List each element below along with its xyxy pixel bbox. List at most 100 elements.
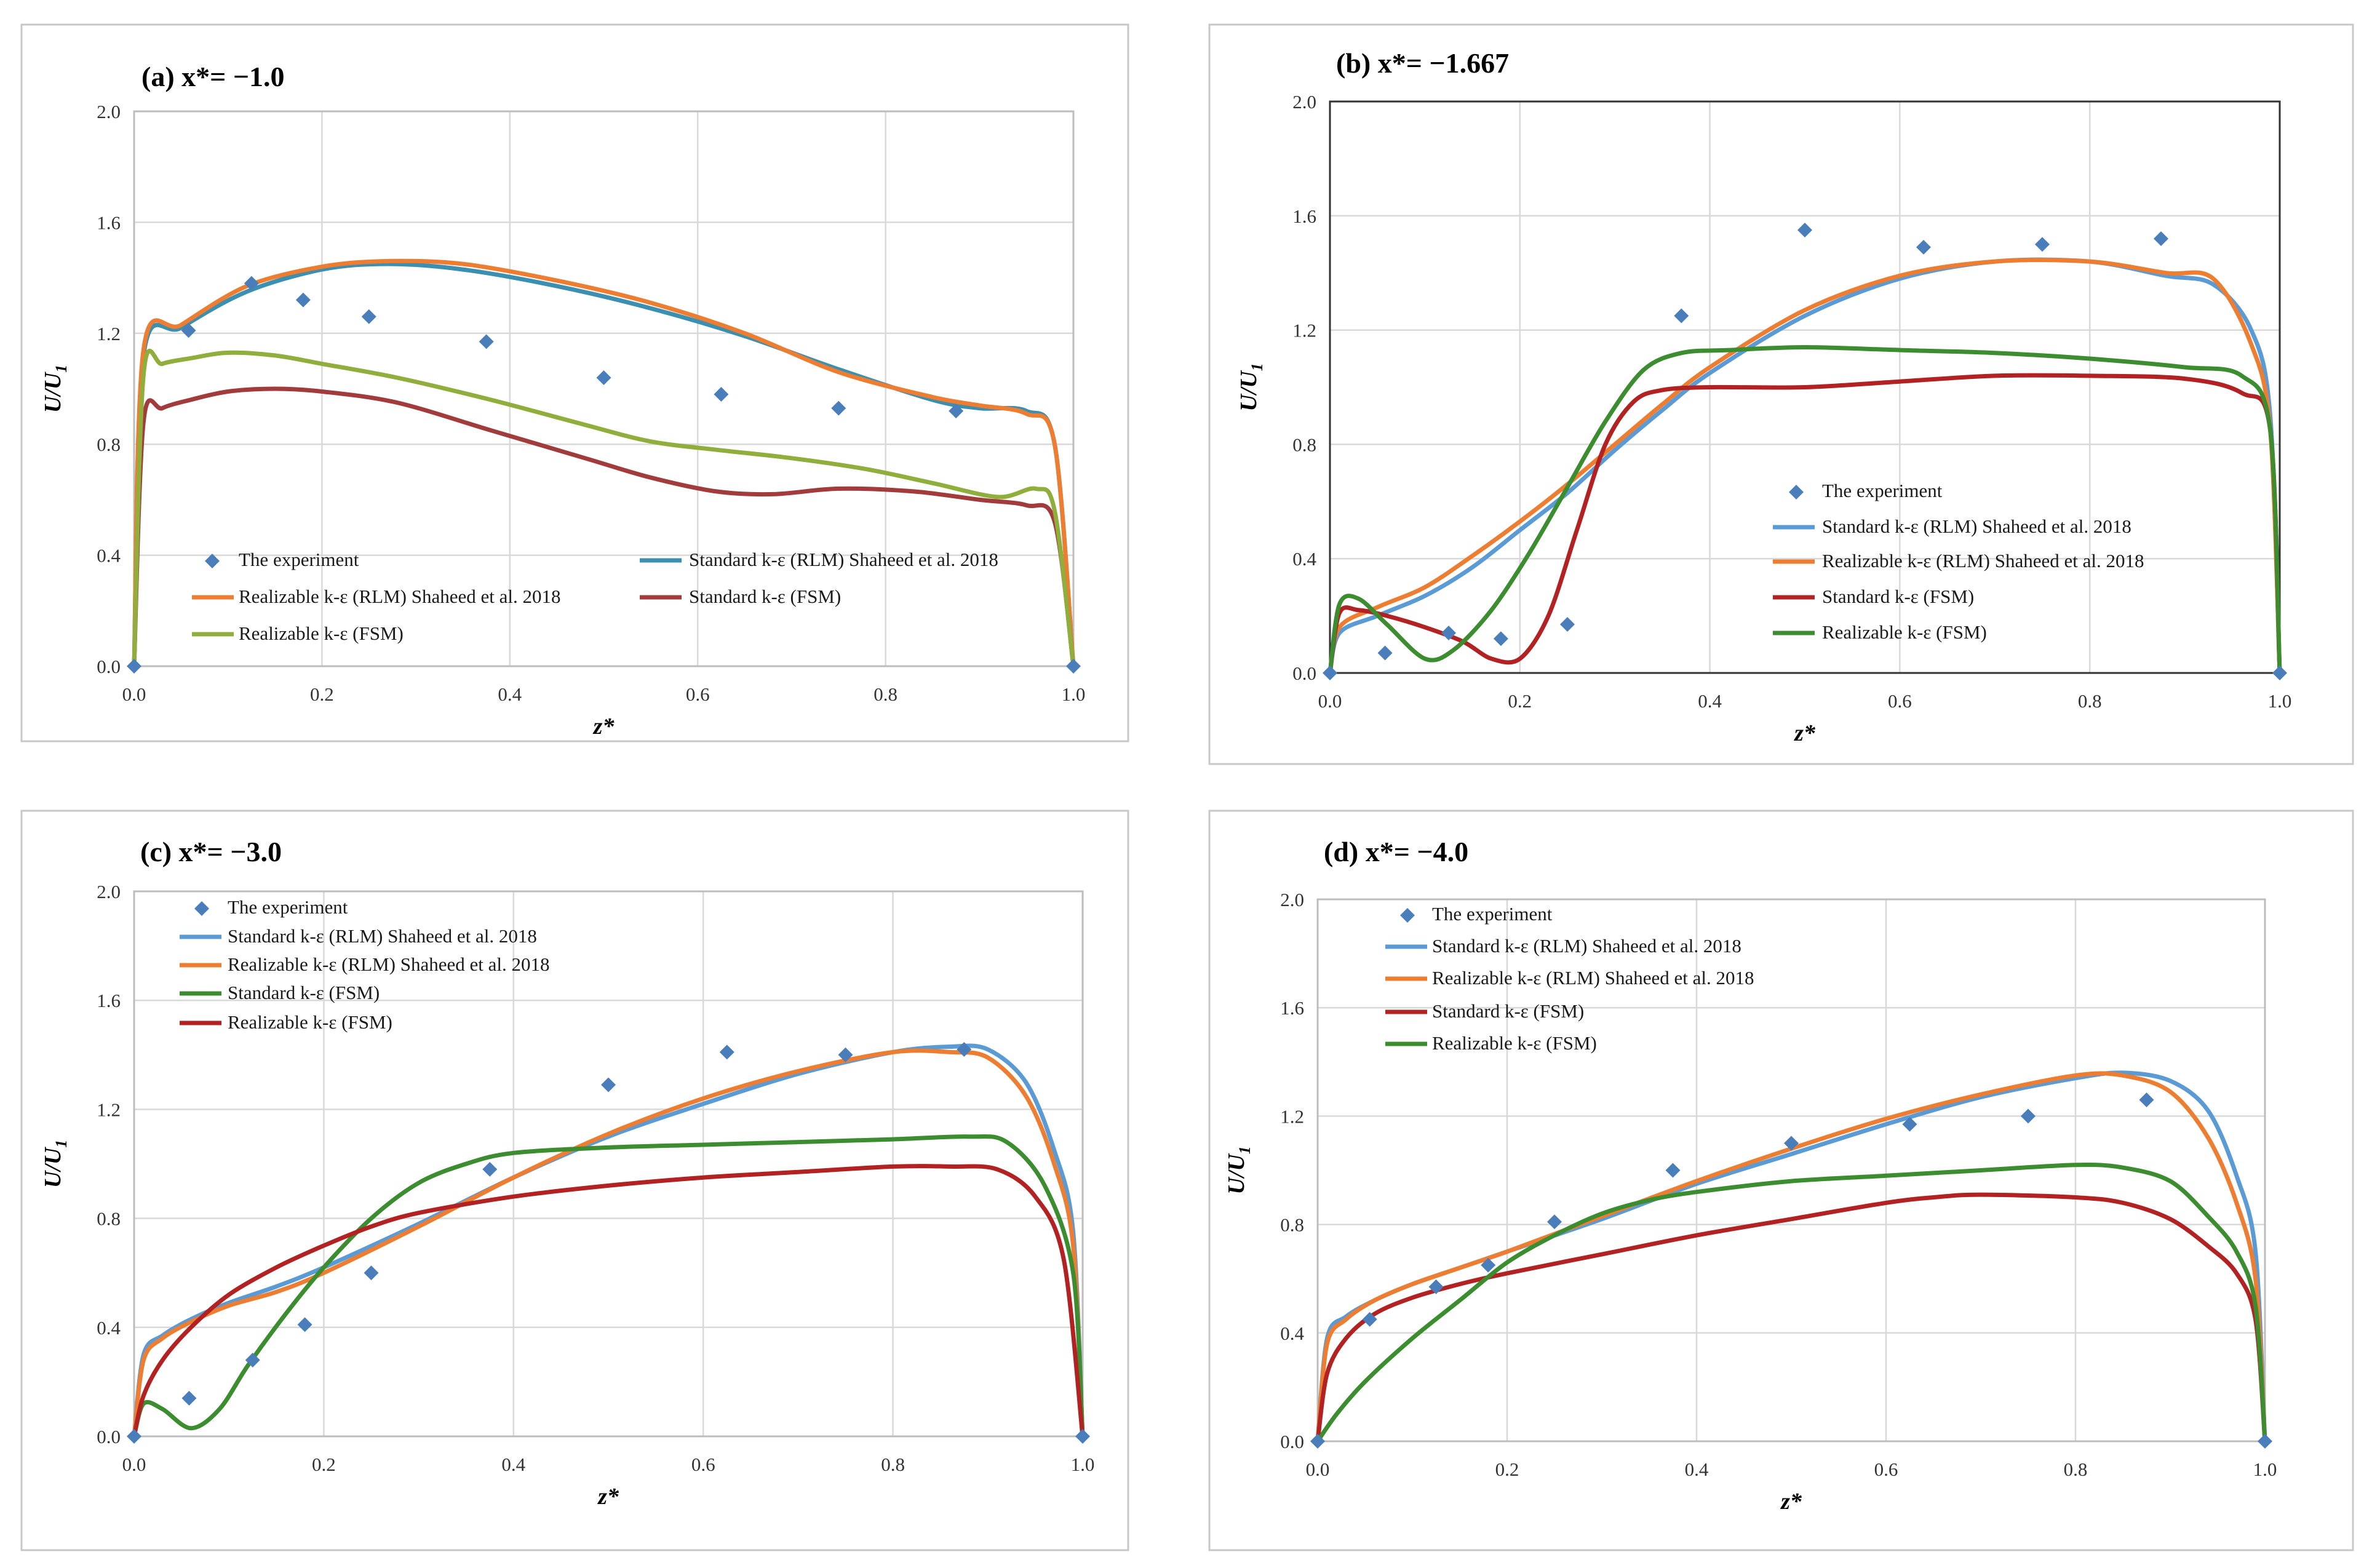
experiment-point <box>1441 625 1456 640</box>
series-line-green <box>1327 345 2282 675</box>
chart-panel-a: 0.0 0.2 0.4 0.6 0.8 1.0 0.0 0.4 0.8 1.2 1.6 2.0 (a) … <box>20 23 1129 742</box>
legend-marker-experiment <box>205 554 220 568</box>
y-tick-label: 0.4 <box>1292 548 1316 570</box>
chart-frame <box>20 23 1129 742</box>
legend-entry: Realizable k-ε (FSM) <box>1385 1032 1597 1054</box>
experiment-point <box>601 1077 616 1092</box>
experiment-point <box>1493 631 1508 647</box>
series-line-green <box>132 1134 1085 1439</box>
experiment-point <box>1674 308 1689 324</box>
x-tick-label: 0.6 <box>691 1454 715 1475</box>
legend-label: Realizable k-ε (FSM) <box>228 1011 392 1033</box>
x-tick-label: 0.0 <box>1306 1459 1330 1480</box>
legend-entry: Standard k-ε (RLM) Shaheed et al. 2018 <box>1773 515 2131 537</box>
y-axis-label: U/U1 <box>40 1140 70 1188</box>
x-tick-label: 0.4 <box>1698 690 1722 712</box>
legend-label: Standard k-ε (RLM) Shaheed et al. 2018 <box>689 549 998 570</box>
legend-entry: Realizable k-ε (FSM) <box>192 623 404 644</box>
legend-label: The experiment <box>1822 480 1943 501</box>
series-line-real-rlm <box>132 1048 1085 1439</box>
y-tick-label: 1.2 <box>1292 320 1316 341</box>
series-line-green <box>1315 1162 2267 1444</box>
legend-marker-experiment <box>194 901 209 916</box>
x-tick-label: 0.4 <box>498 683 522 705</box>
legend-entry: Standard k-ε (RLM) Shaheed et al. 2018 <box>640 549 998 570</box>
y-tick-label: 1.6 <box>1292 205 1316 227</box>
x-tick-label: 0.6 <box>1888 690 1912 712</box>
legend-label: Realizable k-ε (RLM) Shaheed et al. 2018 <box>1822 550 2144 571</box>
experiment-point <box>1428 1279 1444 1294</box>
legend-entry: Realizable k-ε (RLM) Shaheed et al. 2018 <box>1385 967 1754 989</box>
y-axis-label: U/U1 <box>1236 363 1266 411</box>
y-tick-label: 1.2 <box>1280 1105 1304 1127</box>
experiment-point <box>957 1041 972 1057</box>
experiment-point <box>2035 237 2050 252</box>
legend-entry: The experiment <box>1789 480 1943 501</box>
y-tick-label: 0.0 <box>97 1426 121 1447</box>
x-tick-label: 1.0 <box>2268 690 2292 712</box>
legend-entry: Realizable k-ε (RLM) Shaheed et al. 2018 <box>1773 550 2144 571</box>
legend-label: Standard k-ε (RLM) Shaheed et al. 2018 <box>1432 935 1741 957</box>
x-tick-label: 1.0 <box>2253 1459 2277 1480</box>
y-tick-label: 1.6 <box>97 990 121 1011</box>
plot-area-border <box>133 110 1075 667</box>
x-tick-label: 0.4 <box>1685 1459 1709 1480</box>
experiment-point <box>127 1429 141 1444</box>
y-axis-label-subscript: 1 <box>52 365 70 373</box>
legend-label: Standard k-ε (FSM) <box>689 586 841 607</box>
legend-entry: Realizable k-ε (FSM) <box>180 1011 392 1033</box>
legend-entry: Standard k-ε (FSM) <box>1773 586 1974 607</box>
legend-marker-experiment <box>1400 908 1415 923</box>
chart-frame <box>1208 23 2354 765</box>
experiment-point <box>1665 1163 1681 1178</box>
series-line-red <box>132 386 1076 669</box>
legend-label: Standard k-ε (RLM) Shaheed et al. 2018 <box>1822 515 2131 537</box>
experiment-point <box>181 1390 197 1406</box>
x-tick-label: 1.0 <box>1071 1454 1095 1475</box>
experiment-point <box>482 1161 498 1177</box>
legend-entry: The experiment <box>194 896 348 918</box>
experiment-point <box>719 1045 734 1060</box>
experiment-point <box>949 404 964 419</box>
legend-label: Standard k-ε (FSM) <box>228 982 380 1003</box>
legend-label: Realizable k-ε (FSM) <box>1822 621 1987 643</box>
experiment-point <box>1066 659 1081 674</box>
legend-label: Realizable k-ε (RLM) Shaheed et al. 2018 <box>1432 967 1754 989</box>
legend-entry: Standard k-ε (FSM) <box>1385 1000 1584 1022</box>
y-tick-label: 0.0 <box>97 656 121 677</box>
legend-label: The experiment <box>239 549 359 570</box>
chart-panel-b: 0.0 0.2 0.4 0.6 0.8 1.0 0.0 0.4 0.8 1.2 1.6 2.0 (b) … <box>1208 23 2354 765</box>
y-tick-label: 2.0 <box>1280 889 1304 910</box>
experiment-point <box>1377 645 1393 661</box>
series-line-red <box>1315 1192 2267 1444</box>
chart-panel-c: 0.0 0.2 0.4 0.6 0.8 1.0 0.0 0.4 0.8 1.2 1.6 2.0 (c) … <box>20 810 1129 1551</box>
legend-entry: Realizable k-ε (RLM) Shaheed et al. 2018 <box>192 586 561 607</box>
experiment-point <box>831 400 846 416</box>
experiment-point <box>364 1265 379 1281</box>
experiment-point <box>714 387 729 402</box>
series-line-std-rlm <box>1327 257 2282 675</box>
y-tick-label: 1.6 <box>97 212 121 233</box>
y-tick-label: 1.6 <box>1280 997 1304 1019</box>
y-tick-label: 2.0 <box>97 101 121 122</box>
series-line-real-rlm <box>1327 258 2282 675</box>
legend-label: Realizable k-ε (FSM) <box>239 623 404 644</box>
y-axis-label-subscript: 1 <box>1248 363 1266 371</box>
x-tick-label: 0.2 <box>1508 690 1532 712</box>
series-line-green <box>132 348 1076 669</box>
experiment-point <box>838 1047 853 1062</box>
experiment-point <box>1902 1116 1917 1132</box>
series-line-red <box>1327 373 2282 675</box>
legend-entry: Standard k-ε (RLM) Shaheed et al. 2018 <box>180 925 537 947</box>
y-axis-label-main: U/U <box>1224 1153 1249 1195</box>
x-tick-label: 0.0 <box>122 683 146 705</box>
x-axis-label: z* <box>1780 1489 1802 1514</box>
y-tick-label: 1.2 <box>97 1099 121 1120</box>
legend-label: Standard k-ε (RLM) Shaheed et al. 2018 <box>228 925 537 947</box>
x-tick-label: 1.0 <box>1062 683 1086 705</box>
legend-entry: The experiment <box>1400 903 1553 925</box>
x-tick-label: 0.8 <box>874 683 897 705</box>
experiment-point <box>596 370 611 385</box>
legend-entry: Standard k-ε (FSM) <box>180 982 380 1003</box>
